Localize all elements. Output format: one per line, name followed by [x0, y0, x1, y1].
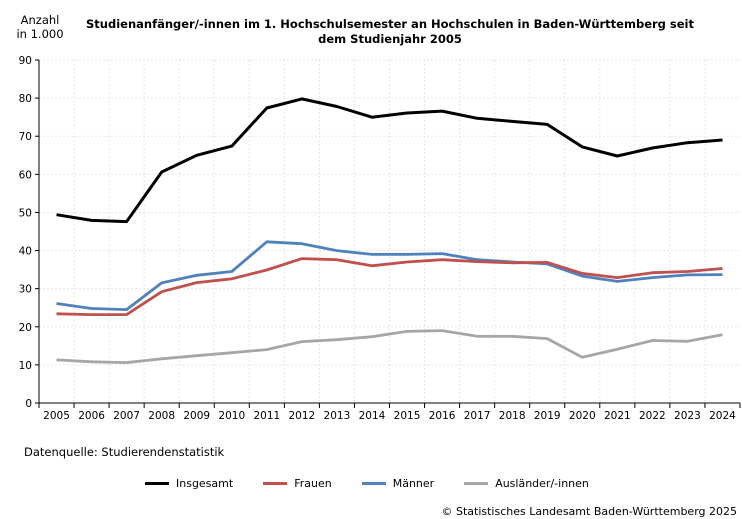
legend-swatch	[263, 482, 288, 485]
legend-item: Ausländer/-innen	[464, 477, 589, 490]
y-tick-label: 20	[19, 322, 32, 334]
x-tick-label: 2013	[324, 410, 351, 422]
legend-label: Ausländer/-innen	[495, 477, 589, 490]
y-tick-label: 40	[19, 246, 32, 258]
y-tick-label: 10	[19, 360, 32, 372]
legend: Insgesamt Frauen Männer Ausländer/-innen	[145, 477, 619, 490]
legend-label: Männer	[392, 477, 435, 490]
x-tick-label: 2016	[429, 410, 456, 422]
y-tick-label: 50	[19, 207, 32, 219]
x-tick-label: 2011	[253, 410, 280, 422]
legend-item: Männer	[361, 477, 435, 490]
x-tick-label: 2020	[569, 410, 596, 422]
x-tick-label: 2007	[113, 410, 140, 422]
line-chart: Studienanfänger/-innen im 1. Hochschulse…	[16, 13, 741, 422]
legend-item: Insgesamt	[145, 477, 233, 490]
legend-label: Frauen	[294, 477, 332, 490]
legend-swatch	[464, 482, 489, 485]
series-line-insgesamt	[56, 97, 723, 224]
x-tick-label: 2019	[534, 410, 561, 422]
copyright: © Statistisches Landesamt Baden-Württemb…	[441, 505, 737, 518]
series-line-frauen	[56, 257, 723, 317]
x-tick-label: 2024	[709, 410, 736, 422]
x-tick-label: 2014	[359, 410, 386, 422]
data-source: Datenquelle: Studierendenstatistik	[24, 445, 225, 459]
legend-label: Insgesamt	[176, 477, 234, 490]
x-tick-label: 2006	[78, 410, 105, 422]
x-tick-label: 2017	[464, 410, 491, 422]
x-tick-label: 2015	[394, 410, 421, 422]
x-tick-label: 2005	[43, 410, 70, 422]
x-tick-label: 2010	[218, 410, 245, 422]
y-axis-label-line1: Anzahl	[21, 13, 60, 27]
y-tick-label: 30	[19, 284, 32, 296]
series-line-männer	[56, 240, 723, 312]
y-tick-label: 80	[19, 93, 32, 105]
x-tick-label: 2009	[183, 410, 210, 422]
grid-lines	[39, 59, 740, 403]
y-tick-label: 70	[19, 131, 32, 143]
x-tick-label: 2023	[674, 410, 701, 422]
y-axis-label-line2: in 1.000	[16, 27, 63, 41]
legend-item: Frauen	[263, 477, 332, 490]
x-tick-label: 2018	[499, 410, 526, 422]
x-tick-label: 2021	[604, 410, 631, 422]
legend-swatch	[145, 482, 169, 485]
x-tick-label: 2008	[148, 410, 175, 422]
x-tick-label: 2022	[639, 410, 666, 422]
y-tick-label: 60	[19, 169, 32, 181]
axes: 0 10 20 30 40 50 60 70 80 90 2005 2006 2007 2008 2009 2…	[19, 55, 741, 422]
chart-title-line2: dem Studienjahr 2005	[318, 32, 462, 46]
y-tick-label: 0	[25, 398, 32, 410]
x-tick-label: 2012	[289, 410, 316, 422]
legend-swatch	[361, 482, 386, 485]
series-line-ausländer-innen	[56, 329, 723, 365]
y-tick-label: 90	[19, 55, 32, 67]
series-lines	[56, 97, 723, 365]
chart-title-line1: Studienanfänger/-innen im 1. Hochschulse…	[86, 17, 694, 31]
